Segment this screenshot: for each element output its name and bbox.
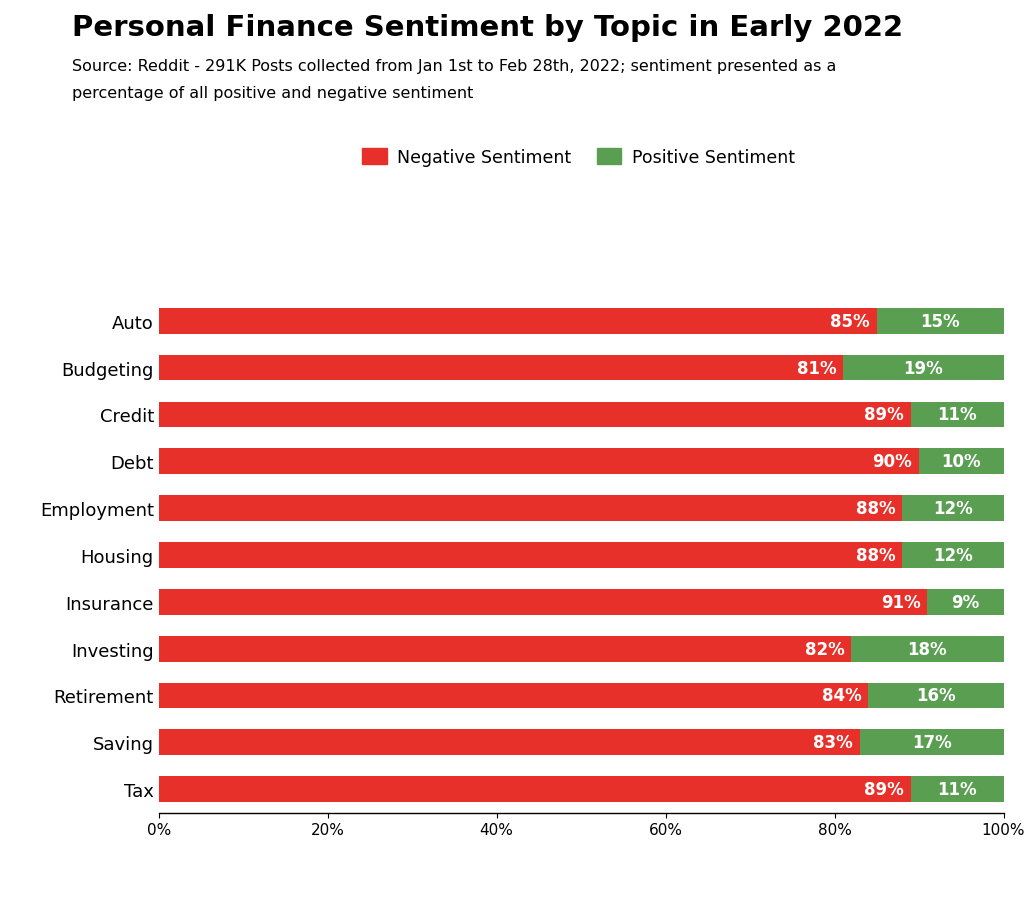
Bar: [159, 777, 910, 802]
Text: 88%: 88%: [856, 546, 895, 564]
Bar: [159, 543, 902, 568]
Text: percentage of all positive and negative sentiment: percentage of all positive and negative …: [72, 86, 473, 101]
Bar: [159, 496, 902, 521]
Bar: [910, 402, 1004, 428]
Text: Source: Reddit - 291K Posts collected from Jan 1st to Feb 28th, 2022; sentiment : Source: Reddit - 291K Posts collected fr…: [72, 59, 836, 74]
Text: 84%: 84%: [822, 686, 861, 704]
Text: 89%: 89%: [864, 406, 904, 424]
Bar: [902, 496, 1004, 521]
Bar: [843, 355, 1004, 381]
Text: 9%: 9%: [951, 593, 980, 611]
Text: 11%: 11%: [937, 406, 977, 424]
Legend: Negative Sentiment, Positive Sentiment: Negative Sentiment, Positive Sentiment: [362, 149, 795, 167]
Text: 18%: 18%: [907, 640, 947, 658]
Bar: [920, 449, 1004, 475]
Text: 16%: 16%: [916, 686, 955, 704]
Text: 81%: 81%: [797, 359, 837, 377]
Bar: [159, 355, 843, 381]
Bar: [159, 309, 877, 334]
Bar: [902, 543, 1004, 568]
Bar: [868, 683, 1004, 709]
Bar: [159, 449, 920, 475]
Bar: [159, 730, 860, 756]
Text: 88%: 88%: [856, 499, 895, 517]
Text: Personal Finance Sentiment by Topic in Early 2022: Personal Finance Sentiment by Topic in E…: [72, 14, 903, 42]
Text: 85%: 85%: [830, 312, 870, 330]
Bar: [928, 590, 1004, 615]
Text: 10%: 10%: [941, 452, 981, 470]
Bar: [159, 683, 868, 709]
Bar: [910, 777, 1004, 802]
Bar: [877, 309, 1004, 334]
Text: 12%: 12%: [933, 499, 973, 517]
Text: 12%: 12%: [933, 546, 973, 564]
Text: 90%: 90%: [872, 452, 912, 470]
Text: 15%: 15%: [921, 312, 959, 330]
Text: 11%: 11%: [937, 780, 977, 798]
Bar: [159, 590, 928, 615]
Bar: [851, 636, 1004, 662]
Bar: [860, 730, 1004, 756]
Text: 17%: 17%: [911, 733, 951, 751]
Text: 89%: 89%: [864, 780, 904, 798]
Text: 83%: 83%: [813, 733, 853, 751]
Text: 82%: 82%: [805, 640, 845, 658]
Bar: [159, 402, 910, 428]
Bar: [159, 636, 851, 662]
Text: 91%: 91%: [881, 593, 921, 611]
Text: 19%: 19%: [903, 359, 943, 377]
